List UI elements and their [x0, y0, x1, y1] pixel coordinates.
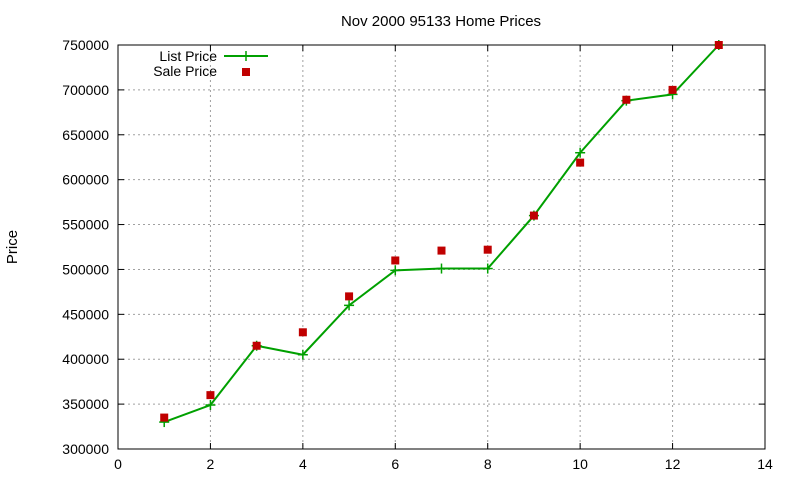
data-point-list-price [344, 300, 355, 311]
data-point-sale-price [206, 391, 215, 400]
data-point-sale-price [345, 292, 354, 301]
y-tick-label: 450000 [62, 306, 109, 322]
data-point-list-price [482, 263, 493, 274]
data-point-sale-price [298, 328, 307, 337]
x-tick-label: 10 [572, 456, 588, 472]
data-point-sale-price [576, 158, 585, 167]
data-point-list-price [575, 147, 586, 158]
x-tick-label: 8 [484, 456, 492, 472]
data-point-sale-price [391, 256, 400, 265]
data-point-list-price [205, 400, 216, 411]
x-tick-label: 4 [299, 456, 307, 472]
y-tick-label: 300000 [62, 441, 109, 457]
x-tick-label: 0 [114, 456, 122, 472]
y-tick-label: 550000 [62, 217, 109, 233]
legend-label-list-price: List Price [159, 48, 217, 64]
data-point-list-price [297, 349, 308, 360]
y-tick-label: 350000 [62, 396, 109, 412]
x-tick-label: 14 [757, 456, 773, 472]
series-layer [159, 40, 724, 428]
chart-title: Nov 2000 95133 Home Prices [341, 13, 541, 30]
plot-frame [117, 44, 766, 450]
series-line-list-price [163, 44, 720, 424]
legend: List Price Sale Price [153, 48, 268, 79]
y-tick-label: 750000 [62, 37, 109, 53]
legend-marker-sale-price [242, 68, 250, 76]
data-point-sale-price [252, 341, 261, 350]
x-tick-label: 12 [665, 456, 681, 472]
data-point-sale-price [437, 246, 446, 255]
y-tick-label: 650000 [62, 127, 109, 143]
tick-layer: 300000 350000 400000 450000 500000 550000 6000… [62, 37, 773, 472]
data-point-sale-price [529, 211, 538, 220]
y-tick-label: 500000 [62, 261, 109, 277]
data-point-sale-price [668, 85, 677, 94]
data-point-sale-price [714, 41, 723, 49]
x-tick-label: 2 [207, 456, 215, 472]
data-point-sale-price [622, 95, 631, 104]
y-tick-label: 400000 [62, 351, 109, 367]
data-point-list-price [436, 263, 447, 274]
y-tick-label: 600000 [62, 172, 109, 188]
legend-label-sale-price: Sale Price [153, 63, 217, 79]
x-tick-label: 6 [391, 456, 399, 472]
data-point-list-price [390, 265, 401, 276]
legend-marker-list-price [241, 51, 251, 61]
data-point-sale-price [160, 413, 169, 422]
series-list-price [159, 40, 724, 428]
data-point-sale-price [483, 245, 492, 254]
y-tick-label: 700000 [62, 82, 109, 98]
y-axis-label: Price [4, 230, 21, 264]
series-sale-price [160, 41, 723, 422]
